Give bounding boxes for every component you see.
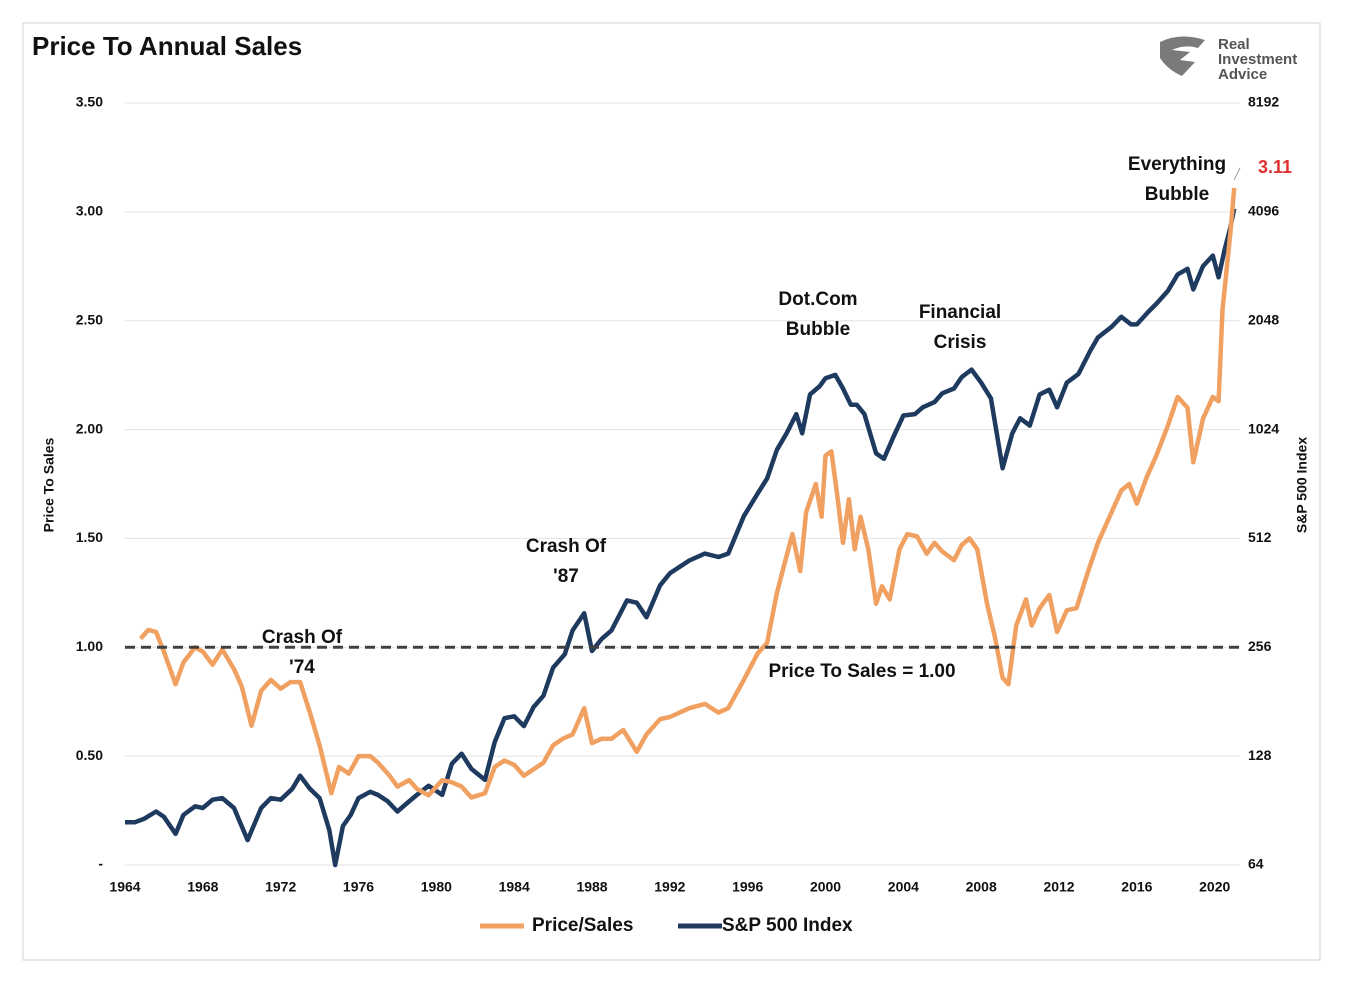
- x-tick-label: 1980: [421, 879, 452, 895]
- y-tick-label: -: [98, 856, 103, 872]
- y-tick-label: 1.50: [76, 529, 103, 545]
- x-tick-label: 1984: [499, 879, 530, 895]
- x-tick-label: 1968: [187, 879, 218, 895]
- y2-tick-label: 8192: [1248, 94, 1279, 110]
- series-line: [125, 208, 1237, 868]
- logo-text: Advice: [1218, 66, 1267, 83]
- annotation: Bubble: [1145, 184, 1209, 205]
- x-tick-label: 2000: [810, 879, 841, 895]
- logo: Real Investment Advice: [1160, 36, 1297, 83]
- x-tick-label: 1964: [109, 879, 140, 895]
- y2-tick-label: 4096: [1248, 203, 1279, 219]
- y-tick-label: 3.50: [76, 94, 103, 110]
- annotation: Crash Of: [526, 536, 607, 557]
- chart-border: [22, 22, 1321, 961]
- y-tick-label: 3.00: [76, 203, 103, 219]
- y-tick-label: 2.50: [76, 311, 103, 327]
- series-line: [138, 187, 1237, 800]
- x-tick-label: 1972: [265, 879, 296, 895]
- y2-tick-label: 128: [1248, 747, 1272, 763]
- x-tick-label: 2020: [1199, 879, 1230, 895]
- annotation: Bubble: [786, 319, 850, 340]
- legend-label: Price/Sales: [532, 915, 633, 936]
- logo-icon: [1160, 36, 1205, 76]
- annotation: '87: [553, 566, 579, 587]
- y2-axis-label: S&P 500 Index: [1294, 437, 1310, 533]
- y-tick-label: 2.00: [76, 420, 103, 436]
- leader-line: [1233, 167, 1241, 181]
- y-tick-label: 1.00: [76, 638, 103, 654]
- annotation: '74: [289, 657, 315, 678]
- x-tick-label: 2012: [1043, 879, 1074, 895]
- y-axis-label: Price To Sales: [41, 437, 57, 532]
- annotation: Everything: [1128, 154, 1226, 175]
- reference-label: Price To Sales = 1.00: [768, 661, 955, 682]
- chart-title: Price To Annual Sales: [32, 31, 302, 61]
- annotation: Crisis: [934, 332, 987, 353]
- y2-tick-label: 256: [1248, 638, 1272, 654]
- x-tick-label: 2008: [966, 879, 997, 895]
- x-tick-label: 1992: [654, 879, 685, 895]
- x-tick-label: 1996: [732, 879, 763, 895]
- y2-tick-label: 1024: [1248, 420, 1279, 436]
- y-tick-label: 0.50: [76, 747, 103, 763]
- y2-tick-label: 2048: [1248, 311, 1279, 327]
- annotation: Dot.Com: [778, 289, 857, 310]
- x-tick-label: 2016: [1121, 879, 1152, 895]
- legend-label: S&P 500 Index: [722, 915, 853, 936]
- logo-text: Real: [1218, 36, 1250, 53]
- y2-tick-label: 64: [1248, 856, 1264, 872]
- annotation: Financial: [919, 302, 1001, 323]
- x-tick-label: 2004: [888, 879, 919, 895]
- x-tick-label: 1988: [576, 879, 607, 895]
- logo-text: Investment: [1218, 51, 1297, 68]
- annotation: Crash Of: [262, 627, 343, 648]
- y2-tick-label: 512: [1248, 529, 1272, 545]
- x-tick-label: 1976: [343, 879, 374, 895]
- end-value-label: 3.11: [1258, 157, 1292, 177]
